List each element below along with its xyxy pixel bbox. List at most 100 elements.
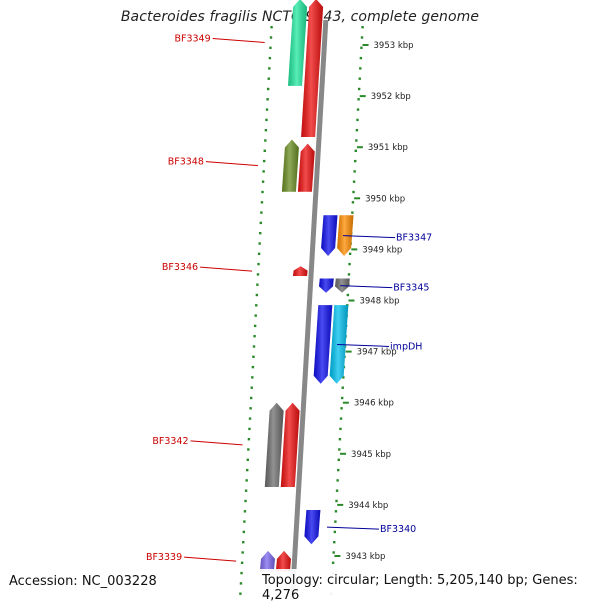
gene-impDH <box>313 305 333 384</box>
scale-dot <box>243 520 246 523</box>
gene-label-leader <box>343 235 396 239</box>
scale-dot <box>338 448 341 451</box>
scale-dot <box>337 468 340 472</box>
scale-dot <box>334 510 338 513</box>
scale-dot <box>252 355 255 358</box>
scale-dot <box>348 252 352 255</box>
scale-dot <box>242 541 245 544</box>
scale-dot <box>357 98 360 101</box>
scale-dot <box>359 56 363 60</box>
scale-dot <box>246 468 249 472</box>
scale-dot <box>355 129 359 132</box>
scale-dot <box>359 67 362 70</box>
scale-dot <box>339 427 342 431</box>
scale-dot <box>269 46 272 49</box>
scale-dot <box>260 211 263 214</box>
scale-dot <box>261 180 265 183</box>
scale-tick-label: 3951 kbp <box>368 143 408 153</box>
accession-label: Accession: NC_003228 <box>9 574 157 589</box>
gene-label: BF3340 <box>380 524 416 535</box>
scale-dot <box>265 118 268 122</box>
scale-dot <box>253 324 257 328</box>
gene-label-leader <box>337 343 390 347</box>
scale-dot <box>336 479 339 482</box>
scale-dot <box>360 36 364 39</box>
scale-dot <box>357 87 361 91</box>
topology-summary: Topology: circular; Length: 5,205,140 bp… <box>256 569 600 607</box>
gene-labels: BF3349 BF3348 BF3346 BF3347 BF3345 impDH BF334… <box>146 33 432 563</box>
scale-dot <box>354 149 357 152</box>
gene-BF3345 <box>319 278 334 293</box>
scale-dot <box>268 67 271 70</box>
scale-tick-label: 3946 kbp <box>354 399 394 409</box>
scale-dot <box>266 87 270 91</box>
scale-dot <box>333 541 336 544</box>
scale-tick-label: 3944 kbp <box>348 501 388 511</box>
gene-label: BF3349 <box>174 33 210 44</box>
scale-tick-label: 3953 kbp <box>374 41 414 51</box>
scale-dot <box>352 180 356 183</box>
scale-dot <box>360 46 363 49</box>
scale-dot <box>340 396 344 400</box>
scale-dot <box>262 170 265 173</box>
scale-dot <box>351 211 354 214</box>
scale-dot <box>338 438 342 441</box>
scale-dot <box>239 592 242 595</box>
scale-dot <box>337 458 340 461</box>
scale-dot <box>241 551 244 554</box>
scale-dot <box>354 159 357 163</box>
scale-tick-label: 3948 kbp <box>359 297 399 307</box>
scale-dot <box>348 262 351 266</box>
gene-label-leader <box>190 440 243 446</box>
scale-dot <box>331 561 335 564</box>
gene-label-leader <box>212 37 265 43</box>
scale-tick-label: 3947 kbp <box>357 348 397 358</box>
scale-dot <box>335 499 338 503</box>
gene-label-leader <box>205 161 258 167</box>
scale-dot <box>250 386 253 389</box>
scale-dot <box>335 489 339 492</box>
scale-dot <box>264 129 268 132</box>
gene-label: BF3347 <box>396 233 432 244</box>
scale-dot <box>351 201 355 204</box>
gene-segment-3 <box>297 143 315 192</box>
scale-dot <box>267 77 270 80</box>
scale-dot <box>239 582 243 585</box>
scale-dot <box>269 36 273 39</box>
scale-dot <box>255 304 258 307</box>
scale-dot <box>246 458 249 461</box>
scale-dot <box>251 365 255 369</box>
scale-dot <box>356 118 359 122</box>
scale-dot <box>253 335 256 338</box>
gene-features <box>259 0 354 572</box>
gene-label: impDH <box>390 341 422 352</box>
gene-BF3348 <box>281 139 299 192</box>
scale-dot <box>339 417 343 420</box>
scale-dot <box>353 170 356 173</box>
gene-label: BF3339 <box>146 552 182 563</box>
scale-tick-label: 3945 kbp <box>351 450 391 460</box>
gene-BF3347 <box>321 215 338 256</box>
scale-dot <box>342 376 345 379</box>
scale-dot <box>254 314 257 317</box>
scale-dot <box>358 77 361 80</box>
scale-dot <box>266 98 269 101</box>
gene-BF3349 <box>288 0 308 86</box>
gene-label-leader <box>184 556 237 562</box>
scale-ticks: 3953 kbp 3952 kbp 3951 kbp 3950 kbp 3949 kbp… <box>334 41 414 562</box>
scale-dot <box>263 149 266 152</box>
scale-dot <box>346 293 350 297</box>
scale-dot <box>252 345 256 348</box>
scale-dot <box>347 273 351 276</box>
gene-label: BF3348 <box>168 157 204 168</box>
scale-dot <box>249 407 252 410</box>
scale-dot <box>352 190 355 194</box>
scale-dot <box>259 221 263 225</box>
scale-dot <box>263 159 266 163</box>
scale-dot <box>332 551 335 554</box>
gene-BF3342 <box>264 402 284 487</box>
scale-dot <box>242 530 246 534</box>
scale-tick-label: 3952 kbp <box>371 92 411 102</box>
scale-dot <box>261 190 264 194</box>
